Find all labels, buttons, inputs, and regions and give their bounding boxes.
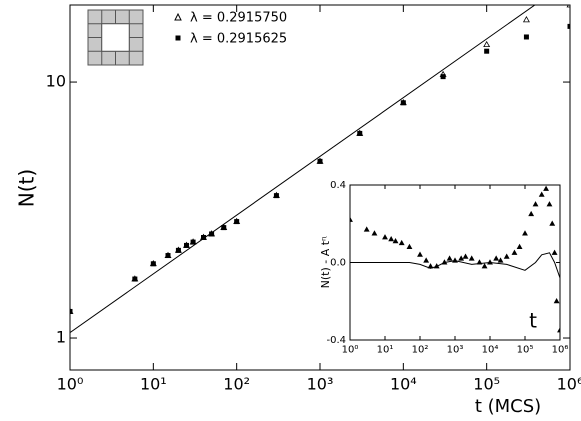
- point: [427, 263, 434, 269]
- point: [516, 243, 523, 249]
- point: [70, 308, 73, 314]
- legend-marker: [175, 35, 181, 41]
- point: [382, 234, 388, 240]
- fit-line: [350, 252, 560, 279]
- plot-frame: [69, 4, 571, 371]
- point: [476, 259, 483, 265]
- point: [553, 298, 560, 304]
- point: [522, 16, 530, 23]
- point: [484, 48, 490, 54]
- point: [440, 74, 446, 80]
- point: [273, 193, 279, 199]
- y-tick-label: 10: [46, 72, 66, 91]
- y-tick-label: 1: [56, 328, 66, 347]
- fit-line: [70, 5, 536, 334]
- point: [487, 259, 493, 265]
- point: [398, 239, 405, 246]
- point: [357, 130, 363, 136]
- point: [400, 100, 406, 106]
- legend-marker: [174, 12, 182, 21]
- plot-area: [350, 185, 560, 333]
- x-tick-label: 10³: [307, 375, 334, 394]
- point: [406, 243, 413, 249]
- point: [165, 253, 171, 259]
- x-tick-label: 10⁰: [57, 375, 84, 394]
- point: [388, 236, 395, 242]
- point: [350, 216, 353, 222]
- point: [546, 201, 553, 207]
- point: [523, 34, 529, 40]
- x-tick-label: 10⁶: [557, 375, 581, 394]
- point: [371, 230, 378, 236]
- point: [532, 201, 539, 207]
- legend-label: λ = 0.2915625: [190, 32, 287, 47]
- x-tick-label: 10⁴: [390, 375, 417, 394]
- point: [150, 261, 156, 267]
- point: [543, 185, 549, 191]
- point: [132, 276, 138, 282]
- point: [462, 253, 469, 259]
- point: [209, 231, 215, 237]
- inset-y-axis-label: N(t) - A tᶯ: [319, 236, 332, 289]
- point: [317, 158, 323, 164]
- point: [441, 259, 448, 265]
- plot-area: [70, 5, 570, 334]
- y-axis-label: N(t): [15, 169, 39, 207]
- point: [201, 235, 207, 241]
- plot-frame: [349, 184, 561, 341]
- point: [433, 263, 440, 269]
- point: [458, 255, 465, 261]
- point: [190, 239, 196, 245]
- point: [392, 237, 399, 244]
- y-tick-label: -0.4: [326, 335, 346, 346]
- point: [551, 249, 558, 255]
- point: [503, 253, 510, 259]
- x-tick-label: 10⁵: [473, 375, 500, 394]
- point: [528, 210, 535, 217]
- point: [183, 242, 189, 248]
- point: [417, 251, 423, 257]
- x-axis-label: t (MCS): [475, 396, 541, 417]
- point: [175, 247, 181, 253]
- point: [493, 255, 500, 261]
- x-tick-label: 10¹: [377, 345, 394, 356]
- point: [483, 40, 491, 48]
- x-tick-label: 10²: [223, 375, 250, 394]
- point: [221, 225, 227, 231]
- point: [511, 249, 518, 255]
- point: [567, 23, 570, 29]
- point: [549, 220, 556, 226]
- point: [452, 257, 458, 263]
- point: [363, 226, 370, 232]
- point: [446, 255, 453, 261]
- point: [557, 327, 560, 333]
- point: [538, 191, 545, 197]
- point: [234, 219, 240, 225]
- point: [468, 255, 475, 261]
- point: [481, 263, 488, 269]
- lattice-icon: [87, 9, 144, 66]
- x-tick-label: 10⁴: [482, 345, 499, 356]
- y-tick-label: 0.4: [330, 180, 346, 191]
- legend-label: λ = 0.2915750: [190, 11, 287, 26]
- point: [423, 257, 430, 263]
- x-tick-label: 10⁶: [552, 345, 569, 356]
- x-tick-label: 10⁵: [517, 345, 534, 356]
- x-tick-label: 10²: [412, 345, 429, 356]
- point: [497, 257, 504, 263]
- inset-x-axis-label: t: [529, 309, 537, 333]
- x-tick-label: 10³: [447, 345, 464, 356]
- x-tick-label: 10¹: [140, 375, 167, 394]
- y-tick-label: 0.0: [330, 258, 346, 269]
- x-tick-label: 10⁰: [342, 345, 359, 356]
- point: [522, 230, 528, 236]
